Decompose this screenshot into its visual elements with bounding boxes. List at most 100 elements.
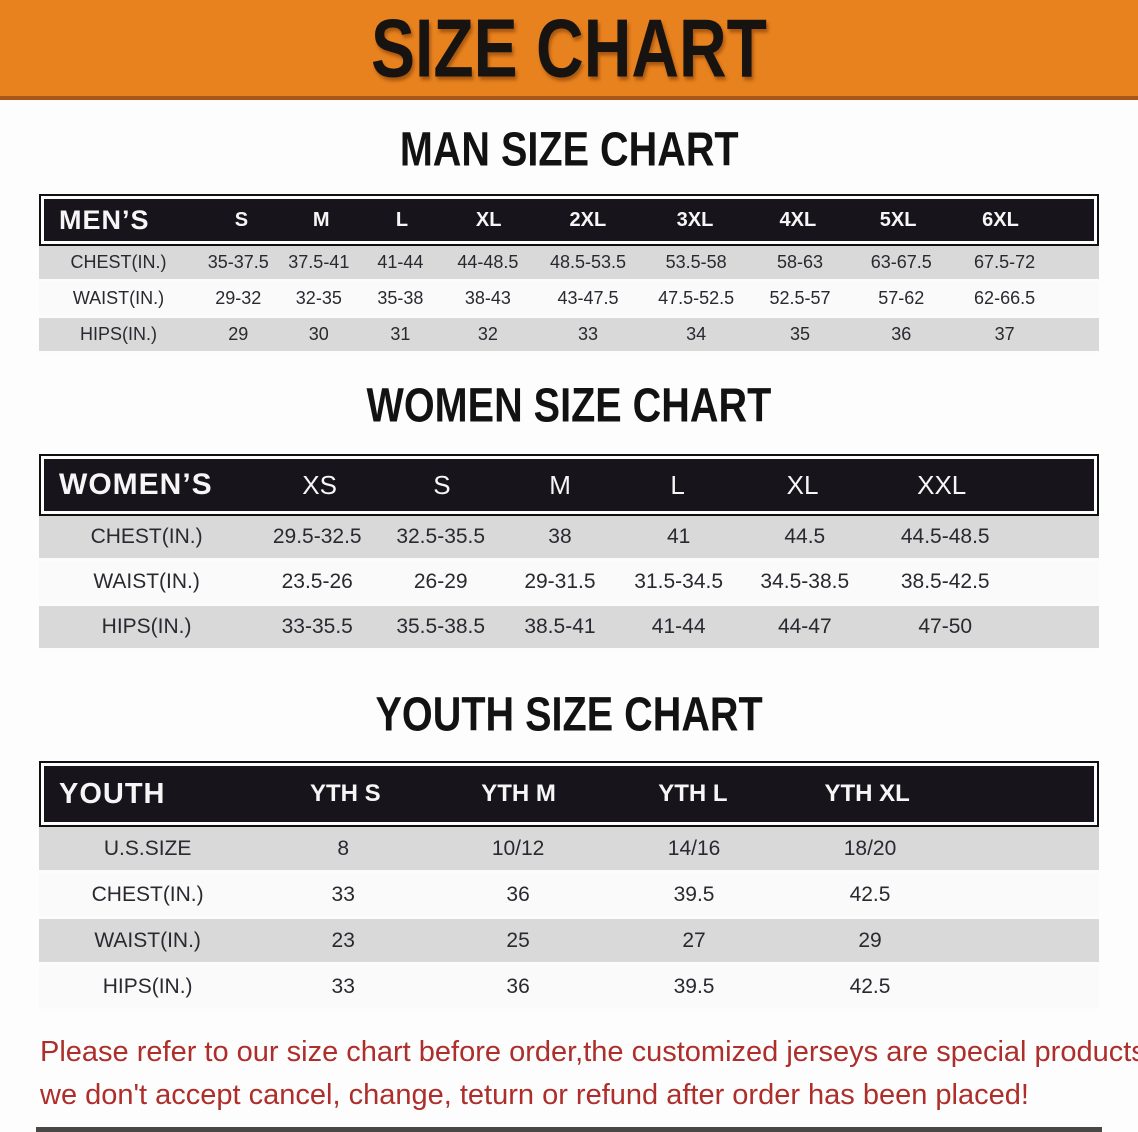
size-value-cell: 10/12: [491, 836, 545, 860]
size-value-cell: 34: [686, 324, 707, 344]
size-value-cell: 48.5-53.5: [550, 252, 627, 272]
size-value-cell: 35: [790, 324, 811, 344]
mens-size-header: 3XL: [676, 208, 714, 231]
spacer-cell: [1057, 317, 1099, 353]
size-value-cell: 36: [891, 324, 912, 344]
mens-size-header: 6XL: [982, 208, 1019, 231]
men-section-heading: MAN SIZE CHART: [399, 122, 739, 177]
banner: SIZE CHART: [0, 0, 1138, 100]
size-value-cell: 41-44: [651, 615, 706, 638]
size-value-cell: 42.5: [849, 882, 891, 906]
size-value-cell: 58-63: [776, 252, 824, 272]
size-value-cell: 38: [548, 525, 572, 548]
womens-size-header: XXL: [917, 469, 967, 500]
youth-waist-row: WAIST(IN.) 23 25 27 29: [39, 917, 1099, 964]
size-value-cell: 36: [506, 882, 530, 906]
mens-size-header: M: [312, 208, 330, 231]
disclaimer-line-2: we don't accept cancel, change, teturn o…: [40, 1079, 1029, 1111]
mens-table-header: MEN’S S M L XL 2XL 3XL 4XL 5XL 6XL: [39, 194, 1099, 246]
size-value-cell: 25: [506, 928, 530, 952]
youth-section-heading: YOUTH SIZE CHART: [375, 687, 763, 742]
youth-hips-row: HIPS(IN.) 33 36 39.5 42.5: [39, 963, 1099, 1010]
size-value-cell: 67.5-72: [974, 252, 1036, 272]
size-value-cell: 8: [337, 836, 350, 860]
women-section-heading: WOMEN SIZE CHART: [366, 378, 772, 433]
mens-size-header: 4XL: [779, 208, 817, 231]
mens-size-header: 5XL: [879, 208, 917, 231]
row-label: U.S.SIZE: [103, 836, 192, 860]
mens-size-table: MEN’S S M L XL 2XL 3XL 4XL 5XL 6XL CHEST…: [39, 194, 1099, 354]
spacer-cell: [1057, 281, 1099, 317]
size-value-cell: 23.5-26: [281, 570, 353, 593]
size-value-cell: 31: [390, 324, 411, 344]
row-label: WAIST(IN.): [72, 288, 165, 308]
size-value-cell: 39.5: [673, 882, 715, 906]
mens-hips-row: HIPS(IN.) 29 30 31 32 33 34 35 36 37: [39, 316, 1099, 353]
size-value-cell: 32: [477, 324, 498, 344]
size-value-cell: 38.5-42.5: [900, 570, 990, 593]
row-label: WAIST(IN.): [93, 570, 200, 593]
mens-corner-header: MEN’S: [59, 204, 150, 235]
size-value-cell: 33: [331, 974, 355, 998]
size-value-cell: 35-37.5: [207, 252, 269, 272]
size-value-cell: 36: [506, 974, 530, 998]
womens-corner-header: WOMEN’S: [59, 468, 213, 501]
size-value-cell: 47.5-52.5: [658, 288, 735, 308]
size-value-cell: 41: [666, 525, 691, 548]
size-value-cell: 35-38: [377, 288, 424, 308]
youth-size-header: YTH S: [310, 780, 381, 807]
youth-size-table: YOUTH YTH S YTH M YTH L YTH XL U.S.SIZE …: [39, 761, 1099, 1011]
womens-size-header: XS: [302, 469, 337, 500]
row-label: WAIST(IN.): [94, 928, 201, 952]
size-value-cell: 42.5: [849, 974, 891, 998]
size-value-cell: 43-47.5: [557, 288, 619, 308]
size-value-cell: 29-32: [215, 288, 262, 308]
size-value-cell: 33: [578, 324, 599, 344]
size-value-cell: 44.5: [784, 525, 826, 548]
size-value-cell: 14/16: [667, 836, 721, 860]
size-value-cell: 52.5-57: [769, 288, 831, 308]
row-label: CHEST(IN.): [91, 882, 204, 906]
spacer-cell: [958, 964, 1099, 1010]
size-value-cell: 29: [858, 928, 882, 952]
size-value-cell: 44-48.5: [457, 252, 519, 272]
youth-ussize-row: U.S.SIZE 8 10/12 14/16 18/20: [39, 827, 1099, 872]
size-value-cell: 37.5-41: [288, 252, 350, 272]
size-value-cell: 37: [994, 324, 1015, 344]
size-value-cell: 26-29: [413, 570, 468, 593]
row-label: CHEST(IN.): [70, 252, 167, 272]
spacer-cell: [1019, 516, 1099, 560]
mens-size-header: S: [234, 208, 249, 231]
mens-size-header: L: [395, 208, 409, 231]
size-value-cell: 31.5-34.5: [634, 570, 724, 593]
size-value-cell: 32-35: [295, 288, 342, 308]
spacer-cell: [958, 918, 1099, 964]
size-value-cell: 33: [331, 882, 355, 906]
size-value-cell: 23: [331, 928, 355, 952]
size-value-cell: 38-43: [464, 288, 511, 308]
bottom-strip: [36, 1127, 1102, 1132]
size-value-cell: 34.5-38.5: [760, 570, 850, 593]
banner-title: SIZE CHART: [371, 1, 767, 95]
spacer-cell: [958, 827, 1099, 872]
womens-size-header: L: [670, 469, 685, 500]
youth-size-header: YTH M: [481, 780, 556, 807]
size-value-cell: 29-31.5: [524, 570, 596, 593]
row-label: CHEST(IN.): [90, 525, 203, 548]
size-value-cell: 29.5-32.5: [272, 525, 362, 548]
size-value-cell: 63-67.5: [870, 252, 932, 272]
mens-waist-row: WAIST(IN.) 29-32 32-35 35-38 38-43 43-47…: [39, 280, 1099, 317]
youth-size-header: YTH L: [658, 780, 728, 807]
youth-chest-row: CHEST(IN.) 33 36 39.5 42.5: [39, 871, 1099, 918]
womens-chest-row: CHEST(IN.) 29.5-32.5 32.5-35.5 38 41 44.…: [39, 516, 1099, 560]
womens-size-header: S: [433, 469, 451, 500]
size-value-cell: 39.5: [673, 974, 715, 998]
size-value-cell: 35.5-38.5: [396, 615, 486, 638]
womens-size-table: WOMEN’S XS S M L XL XXL CHEST(IN.) 29.5-…: [39, 454, 1099, 651]
size-value-cell: 62-66.5: [974, 288, 1036, 308]
spacer-cell: [1019, 605, 1099, 650]
womens-table-header: WOMEN’S XS S M L XL XXL: [39, 454, 1099, 516]
disclaimer-note: Please refer to our size chart before or…: [40, 1031, 1138, 1117]
spacer-cell: [1019, 560, 1099, 605]
row-label: HIPS(IN.): [101, 615, 192, 638]
